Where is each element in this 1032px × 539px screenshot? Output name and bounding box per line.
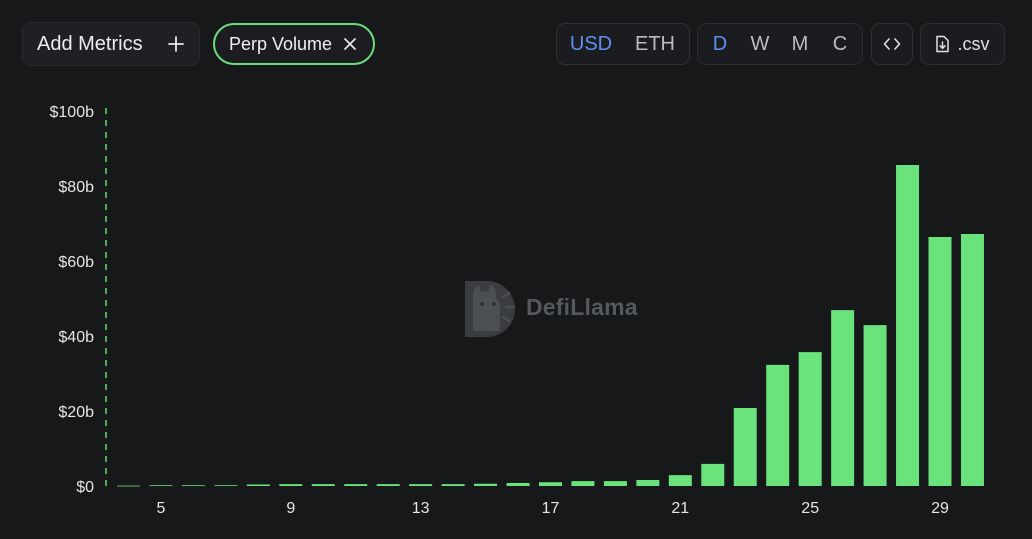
currency-toggle: USD ETH xyxy=(556,23,690,65)
embed-button[interactable] xyxy=(871,23,913,65)
bar-day-23[interactable] xyxy=(733,408,757,486)
y-tick-label: $20b xyxy=(58,404,94,421)
defillama-logo-icon xyxy=(465,281,516,337)
bar-day-25[interactable] xyxy=(798,352,822,487)
interval-option-month[interactable]: M xyxy=(791,32,809,55)
bar-day-9[interactable] xyxy=(279,484,303,487)
y-tick-label: $40b xyxy=(58,329,94,346)
x-tick-label: 21 xyxy=(671,500,689,517)
currency-option-usd[interactable]: USD xyxy=(569,32,613,55)
bar-day-6[interactable] xyxy=(181,485,205,487)
x-axis: 5 9 13 17 21 25 29 xyxy=(157,500,949,517)
plus-icon xyxy=(168,36,184,52)
y-tick-label: $0 xyxy=(76,479,94,496)
x-tick-label: 25 xyxy=(801,500,819,517)
bar-day-17[interactable] xyxy=(538,482,562,486)
close-icon[interactable] xyxy=(343,37,357,51)
bar-day-26[interactable] xyxy=(831,310,855,487)
bar-day-22[interactable] xyxy=(701,463,725,487)
download-icon xyxy=(936,35,950,53)
bar-day-14[interactable] xyxy=(441,484,465,487)
bar-day-15[interactable] xyxy=(474,483,498,486)
bar-day-13[interactable] xyxy=(409,484,433,487)
metric-pill-label: Perp Volume xyxy=(229,33,333,54)
x-tick-label: 13 xyxy=(412,500,430,517)
bar-day-21[interactable] xyxy=(668,475,692,487)
interval-option-day[interactable]: D xyxy=(712,32,728,55)
y-tick-label: $60b xyxy=(58,254,94,271)
csv-label: .csv xyxy=(957,33,990,54)
interval-option-week[interactable]: W xyxy=(750,32,770,55)
x-tick-label: 5 xyxy=(157,500,166,517)
bars xyxy=(117,165,984,487)
watermark-text: DefiLlama xyxy=(526,293,638,320)
bar-day-30[interactable] xyxy=(960,234,984,486)
bar-day-20[interactable] xyxy=(636,480,660,486)
bar-day-24[interactable] xyxy=(766,364,790,486)
bar-day-7[interactable] xyxy=(214,485,238,487)
x-tick-label: 9 xyxy=(286,500,295,517)
bar-day-4[interactable] xyxy=(117,485,140,487)
bar-day-5[interactable] xyxy=(149,485,173,487)
bar-day-16[interactable] xyxy=(506,483,530,486)
x-tick-label: 29 xyxy=(931,500,949,517)
bar-day-11[interactable] xyxy=(344,484,368,487)
y-tick-label: $100b xyxy=(50,104,95,121)
interval-toggle: D W M C xyxy=(697,23,863,65)
code-icon xyxy=(883,38,901,50)
add-metrics-label: Add Metrics xyxy=(37,32,143,55)
bar-day-18[interactable] xyxy=(571,481,595,487)
currency-option-eth[interactable]: ETH xyxy=(635,32,675,55)
bar-day-28[interactable] xyxy=(896,165,920,486)
y-axis: $0 $20b $40b $60b $80b $100b xyxy=(50,104,95,496)
csv-download-button[interactable]: .csv xyxy=(920,23,1005,65)
bar-day-8[interactable] xyxy=(246,484,270,487)
add-metrics-button[interactable]: Add Metrics xyxy=(22,22,200,66)
bar-day-10[interactable] xyxy=(311,484,335,487)
bar-day-19[interactable] xyxy=(603,481,627,487)
bar-day-27[interactable] xyxy=(863,325,887,487)
interval-option-cumulative[interactable]: C xyxy=(832,32,848,55)
x-tick-label: 17 xyxy=(542,500,560,517)
bar-day-29[interactable] xyxy=(928,237,952,486)
y-tick-label: $80b xyxy=(58,179,94,196)
metric-pill-perp-volume[interactable]: Perp Volume xyxy=(213,23,375,65)
bar-day-12[interactable] xyxy=(376,484,400,487)
watermark: DefiLlama xyxy=(463,277,638,337)
